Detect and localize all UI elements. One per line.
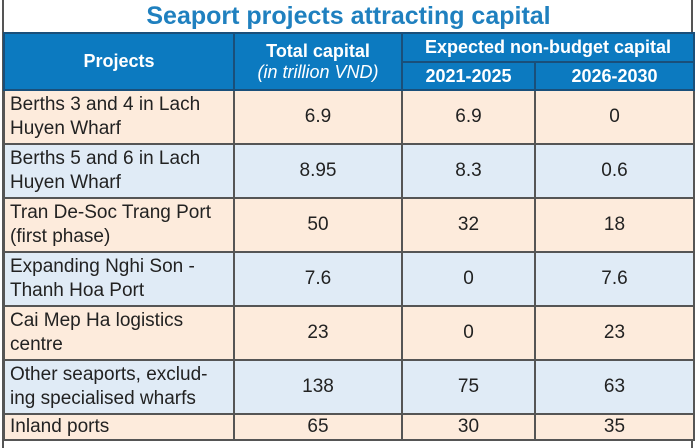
table-row: Other seaports, exclud-ing specialised w… <box>3 359 695 415</box>
table-title: Seaport projects attracting capital <box>146 2 551 30</box>
header-total-capital-label: Total capital <box>266 40 370 61</box>
capital-2021-2025: 0 <box>401 251 536 307</box>
header-projects: Projects <box>3 32 235 91</box>
total-capital: 7.6 <box>233 251 403 307</box>
project-name: Berths 3 and 4 in Lach Huyen Wharf <box>3 89 235 145</box>
table-row: Expanding Nghi Son - Thanh Hoa Port 7.6 … <box>3 251 695 307</box>
capital-2021-2025: 75 <box>401 359 536 415</box>
project-name: Cai Mep Ha logistics centre <box>3 305 235 361</box>
project-name: Tran De-Soc Trang Port (first phase) <box>3 197 235 253</box>
total-capital: 50 <box>233 197 403 253</box>
capital-2021-2025: 32 <box>401 197 536 253</box>
capital-2026-2030: 7.6 <box>534 251 695 307</box>
total-capital: 65 <box>233 413 403 441</box>
capital-2026-2030: 23 <box>534 305 695 361</box>
header-total-capital-unit: (in trillion VND) <box>257 61 379 82</box>
capital-2026-2030: 35 <box>534 413 695 441</box>
capital-2021-2025: 6.9 <box>401 89 536 145</box>
capital-2021-2025: 30 <box>401 413 536 441</box>
header-total-capital: Total capital (in trillion VND) <box>233 32 403 91</box>
total-capital: 23 <box>233 305 403 361</box>
project-name: Berths 5 and 6 in Lach Huyen Wharf <box>3 143 235 199</box>
capital-2026-2030: 18 <box>534 197 695 253</box>
table-row: Berths 3 and 4 in Lach Huyen Wharf 6.9 6… <box>3 89 695 145</box>
total-capital: 8.95 <box>233 143 403 199</box>
table-row: Tran De-Soc Trang Port (first phase) 50 … <box>3 197 695 253</box>
total-capital: 6.9 <box>233 89 403 145</box>
header-period-2021-2025: 2021-2025 <box>401 61 536 91</box>
total-capital: 138 <box>233 359 403 415</box>
project-name: Other seaports, exclud-ing specialised w… <box>3 359 235 415</box>
capital-2021-2025: 0 <box>401 305 536 361</box>
table-row: Inland ports 65 30 35 <box>3 413 695 441</box>
table-row: Cai Mep Ha logistics centre 23 0 23 <box>3 305 695 361</box>
table-row: Berths 5 and 6 in Lach Huyen Wharf 8.95 … <box>3 143 695 199</box>
seaport-capital-table: Projects Total capital (in trillion VND)… <box>3 32 695 441</box>
project-name: Inland ports <box>3 413 235 441</box>
capital-2021-2025: 8.3 <box>401 143 536 199</box>
capital-2026-2030: 63 <box>534 359 695 415</box>
capital-2026-2030: 0.6 <box>534 143 695 199</box>
header-expected-capital: Expected non-budget capital <box>401 32 695 63</box>
header-period-2026-2030: 2026-2030 <box>534 61 695 91</box>
project-name: Expanding Nghi Son - Thanh Hoa Port <box>3 251 235 307</box>
capital-2026-2030: 0 <box>534 89 695 145</box>
